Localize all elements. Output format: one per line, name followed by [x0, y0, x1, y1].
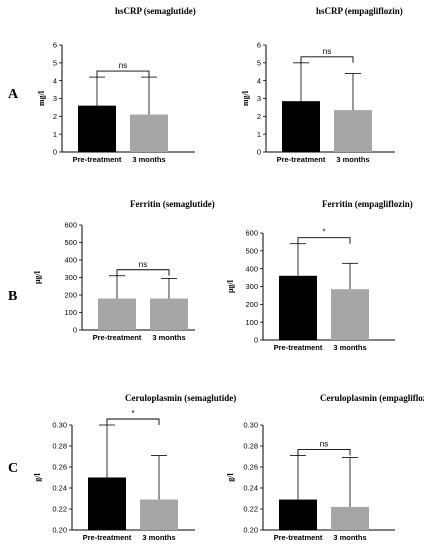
chart4-category-label-1: Pre-treatment — [274, 343, 323, 352]
chart5-category-label-1: Pre-treatment — [83, 533, 132, 542]
chart1-significance-bracket — [96, 70, 150, 78]
chart2-category-label-1: Pre-treatment — [277, 155, 326, 164]
chart6-category-label-1: Pre-treatment — [274, 533, 323, 542]
chart2-y-tick-label: 0 — [257, 148, 261, 157]
chart6-category-label-2: 3 months — [333, 533, 366, 542]
chart5-y-tick-label: 0.20 — [52, 526, 67, 535]
row-label-c: C — [8, 461, 18, 476]
chart2-title: hsCRP (empagliflozin) — [316, 6, 403, 16]
chart2-category-label-2: 3 months — [336, 155, 369, 164]
chart6-y-tick-label: 0.28 — [243, 442, 258, 451]
chart2-significance-bracket — [300, 56, 354, 63]
chart2-y-tick-label: 1 — [257, 130, 261, 139]
chart3-y-tick-label: 0 — [73, 326, 77, 335]
chart2-bar-1 — [282, 101, 320, 152]
chart5-bar-1 — [88, 477, 126, 530]
chart3-significance-bracket — [116, 269, 170, 276]
chart4-bar-1 — [279, 275, 317, 340]
chart3-category-label-1: Pre-treatment — [93, 333, 142, 342]
row-label-a: A — [8, 87, 19, 102]
chart4-y-tick-label: 0 — [254, 336, 258, 345]
chart5-y-tick-label: 0.26 — [52, 463, 67, 472]
chart2-y-tick-label: 2 — [257, 112, 261, 121]
chart1-title: hsCRP (semaglutide) — [115, 6, 196, 16]
chart2-y-tick-label: 5 — [257, 58, 261, 67]
chart1-category-label-2: 3 months — [132, 155, 165, 164]
chart6-y-tick-label: 0.22 — [243, 505, 258, 514]
chart1-y-tick-label: 4 — [53, 76, 57, 85]
chart2-bar-2 — [334, 110, 372, 152]
chart1-y-tick-label: 3 — [53, 94, 57, 103]
chart1-y-tick-label: 1 — [53, 130, 57, 139]
chart4-category-label-2: 3 months — [333, 343, 366, 352]
chart3-y-tick-label: 300 — [64, 273, 77, 282]
chart5-y-tick-label: 0.30 — [52, 421, 67, 430]
chart6-y-label: g/l — [226, 473, 235, 482]
chart1-y-tick-label: 2 — [53, 112, 57, 121]
chart1-y-tick-label: 6 — [53, 41, 57, 50]
chart1-category-label-1: Pre-treatment — [73, 155, 122, 164]
chart6-bar-2 — [331, 506, 369, 530]
chart3-y-tick-label: 100 — [64, 308, 77, 317]
chart2-significance-label: ns — [323, 47, 331, 56]
chart1-y-tick-label: 5 — [53, 58, 57, 67]
chart1-y-tick-label: 0 — [53, 148, 57, 157]
chart4-bar-2 — [331, 289, 369, 340]
chart1-bar-2 — [130, 114, 168, 152]
chart5-y-tick-label: 0.22 — [52, 505, 67, 514]
chart4-y-tick-label: 100 — [245, 318, 258, 327]
chart5-significance-bracket — [106, 418, 160, 425]
chart3-y-tick-label: 200 — [64, 291, 77, 300]
row-label-b: B — [8, 289, 17, 304]
chart6-y-tick-label: 0.26 — [243, 463, 258, 472]
chart5-category-label-2: 3 months — [142, 533, 175, 542]
chart1-bar-1 — [78, 105, 116, 152]
chart5-significance-label: * — [131, 409, 134, 418]
chart3-y-label: μg/l — [33, 270, 42, 284]
chart2-y-label: mg/l — [241, 90, 250, 106]
chart4-significance-bracket — [297, 237, 351, 244]
chart6-significance-bracket — [297, 449, 351, 456]
chart2-y-tick-label: 4 — [257, 76, 261, 85]
chart5-title: Ceruloplasmin (semaglutide) — [125, 393, 236, 403]
chart4-y-tick-label: 200 — [245, 300, 258, 309]
chart5-y-tick-label: 0.24 — [52, 484, 67, 493]
chart4-y-tick-label: 500 — [245, 246, 258, 255]
chart3-bar-1 — [98, 298, 136, 330]
chart4-y-label: μg/l — [226, 279, 235, 293]
chart3-significance-label: ns — [139, 260, 147, 269]
chart4-significance-label: * — [322, 228, 325, 237]
chart3-category-label-2: 3 months — [152, 333, 185, 342]
chart4-title: Ferritin (empagliflozin) — [322, 199, 413, 209]
chart5-y-label: g/l — [33, 473, 42, 482]
chart2-y-tick-label: 3 — [257, 94, 261, 103]
chart3-title: Ferritin (semaglutide) — [130, 199, 215, 209]
chart6-title: Ceruloplasmin (empagliflozin) — [320, 393, 424, 403]
chart5-bar-2 — [140, 499, 178, 530]
chart6-y-tick-label: 0.24 — [243, 484, 258, 493]
chart6-y-tick-label: 0.20 — [243, 526, 258, 535]
chart3-y-tick-label: 500 — [64, 238, 77, 247]
chart3-y-tick-label: 400 — [64, 256, 77, 265]
chart3-y-tick-label: 600 — [64, 221, 77, 230]
chart6-y-tick-label: 0.30 — [243, 421, 258, 430]
chart4-y-tick-label: 300 — [245, 282, 258, 291]
chart5-y-tick-label: 0.28 — [52, 442, 67, 451]
chart6-bar-1 — [279, 499, 317, 530]
chart3-bar-2 — [150, 298, 188, 330]
chart1-y-label: mg/l — [37, 90, 46, 106]
chart2-y-tick-label: 6 — [257, 41, 261, 50]
chart4-y-tick-label: 400 — [245, 264, 258, 273]
chart1-significance-label: ns — [119, 61, 127, 70]
chart4-y-tick-label: 600 — [245, 229, 258, 238]
chart6-significance-label: ns — [320, 439, 328, 448]
